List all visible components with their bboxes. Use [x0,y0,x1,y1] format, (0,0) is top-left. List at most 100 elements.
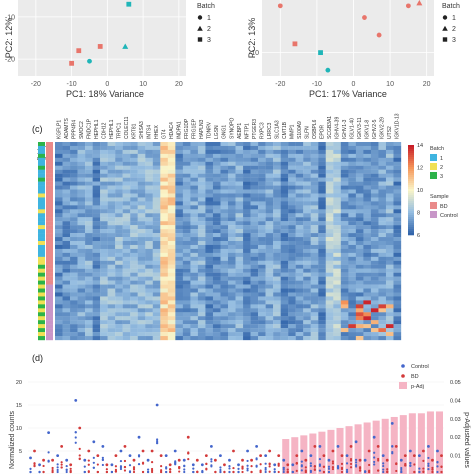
heatmap-cell [333,241,341,246]
heatmap-cell [190,161,199,166]
control-point [363,458,367,462]
heatmap-cell [348,165,357,170]
heatmap-cell [310,233,319,238]
heatmap-cell [137,320,146,325]
padj-bar [417,413,425,474]
heatmap-cell [273,161,281,166]
heatmap-cell [212,248,221,254]
heatmap-cell [145,276,153,281]
heatmap-cell [92,241,101,246]
heatmap-cell [363,145,372,151]
padj-bar [399,415,407,474]
heatmap-cell [235,145,244,151]
heatmap-cell [182,284,191,289]
heatmap-cell [85,213,93,218]
heatmap-cell [182,153,191,158]
heatmap-cell [385,213,394,218]
control-point [219,468,222,472]
heatmap-cell [115,241,123,246]
control-point [436,460,439,464]
heatmap-cell [243,173,251,178]
batch-annotation-cell [38,161,45,166]
heatmap-cell [258,221,266,226]
bd-point [395,469,398,473]
heatmap-cell [370,241,379,246]
bd-point [349,459,353,462]
heatmap-cell [137,233,146,238]
heatmap-cell [197,244,206,250]
control-point [345,468,349,471]
heatmap-cell [363,320,372,325]
heatmap-cell [160,169,168,174]
heatmap-cell [288,292,296,297]
heatmap-cell [107,244,116,250]
heatmap-cell [273,221,281,226]
heatmap-cell [220,193,229,198]
heatmap-cell [212,264,221,269]
heatmap-cell [100,173,108,178]
heatmap-cell [115,280,123,285]
control-point [318,457,322,461]
heatmap-cell [107,189,116,194]
heatmap-cell [333,145,341,151]
heatmap-cell [122,161,131,166]
heatmap-cell [258,169,266,174]
control-point [345,470,349,473]
control-point [182,458,186,462]
heatmap-cell [115,237,123,242]
heatmap-cell [70,193,78,198]
bd-point [259,463,262,466]
heatmap-cell [258,272,266,277]
heatmap-cell [70,229,78,234]
heatmap-cell [167,288,176,293]
heatmap-cell [393,185,402,190]
heatmap-cell [258,237,266,242]
control-point [56,454,60,457]
heatmap-cell [92,149,101,155]
heatmap-cell [100,336,108,341]
heatmap-cell [182,296,191,301]
bd-point [277,470,280,474]
heatmap-cell [197,324,206,329]
heatmap-cell [190,336,199,341]
heatmap-cell [167,336,176,341]
counts-y-tick-label: 5 [19,449,22,455]
heatmap-cell [288,300,296,305]
heatmap-cell [370,209,379,214]
heatmap-cell [85,312,93,317]
colorbar-segment [408,217,414,220]
padj-bar [336,428,344,474]
heatmap-cell [363,181,372,186]
heatmap-cell [318,233,326,238]
heatmap-cell [115,284,123,289]
heatmap-cell [348,248,357,254]
heatmap-cell [265,149,274,155]
heatmap-cell [325,248,334,254]
heatmap-cell [77,149,86,155]
heatmap-cell [167,153,176,158]
heatmap-cell [107,233,116,238]
colorbar-tick-label: 12 [417,166,423,172]
heatmap-cell [212,256,221,261]
heatmap-cell [250,312,259,317]
heatmap-cell [107,304,116,309]
gene-label: CMT1B [282,121,288,139]
heatmap-cell [385,225,394,230]
heatmap-cell [318,336,326,341]
bd-point [422,459,425,462]
heatmap-cell [370,336,379,341]
heatmap-cell [152,169,161,174]
gene-label: TRPC1 [116,122,122,139]
control-point [56,463,59,466]
heatmap-cell [220,209,229,214]
heatmap-cell [235,244,244,250]
heatmap-cell [107,229,116,234]
sample-annotation-cell [46,316,53,321]
gene-label: FNDC1P [86,118,92,139]
heatmap-cell [378,252,387,257]
heatmap-cell [175,260,184,265]
heatmap-cell [288,225,296,230]
heatmap-cell [152,312,161,317]
heatmap-cell [393,153,402,158]
heatmap-cell [318,272,326,277]
